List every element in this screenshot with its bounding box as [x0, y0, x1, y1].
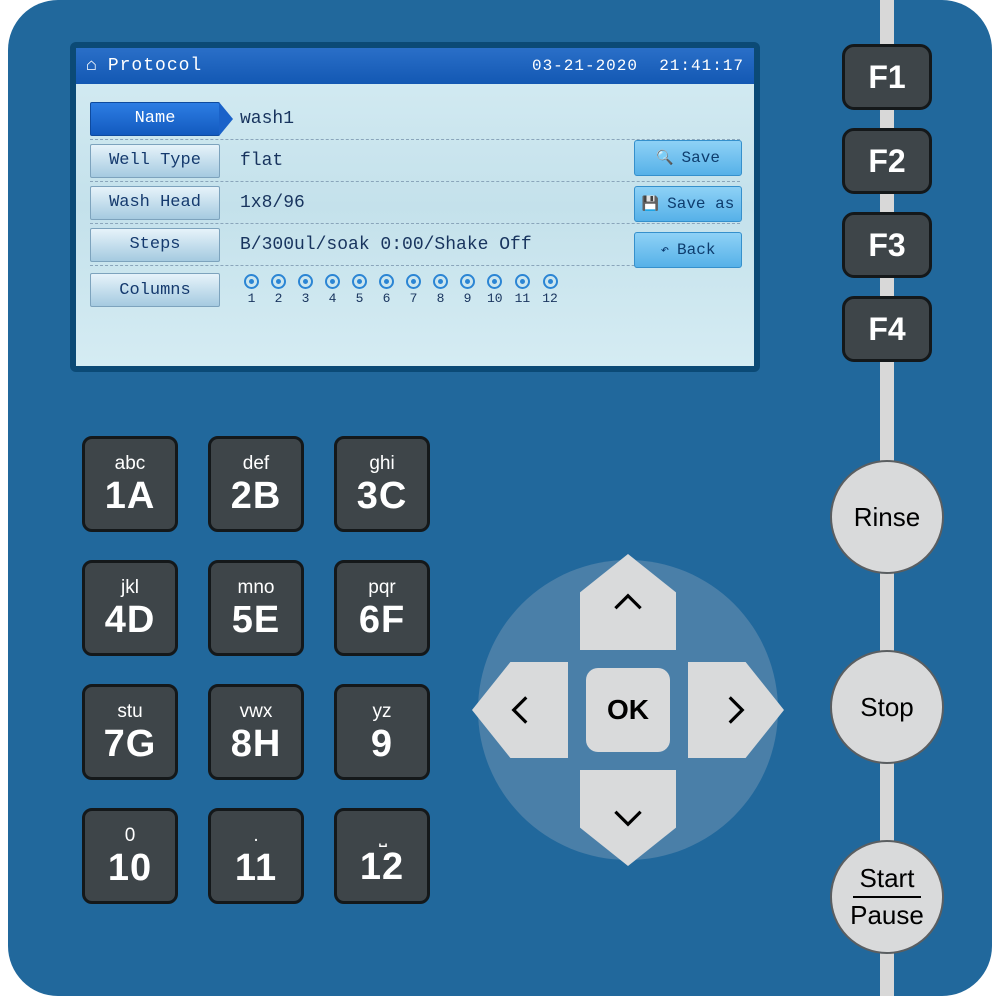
- value-wash-head: 1x8/96: [240, 193, 305, 213]
- screen-body: Name wash1 Well Type flat Wash Head 1x8/…: [76, 84, 754, 366]
- dpad-left[interactable]: [472, 662, 568, 758]
- label-well-type[interactable]: Well Type: [90, 144, 220, 178]
- back-icon: ↶: [661, 242, 669, 259]
- f1-key[interactable]: F1: [842, 44, 932, 110]
- divider-line: [853, 896, 921, 898]
- key-4d[interactable]: jkl4D: [82, 560, 178, 656]
- home-icon: ⌂: [86, 56, 98, 76]
- value-well-type: flat: [240, 151, 283, 171]
- save-as-button[interactable]: 💾 Save as: [634, 186, 742, 222]
- stop-button[interactable]: Stop: [830, 650, 944, 764]
- search-save-icon: 🔍: [656, 150, 673, 167]
- f3-key[interactable]: F3: [842, 212, 932, 278]
- column-12[interactable]: 12: [542, 274, 558, 306]
- dpad-up[interactable]: [580, 554, 676, 650]
- rinse-button[interactable]: Rinse: [830, 460, 944, 574]
- screen-title: Protocol: [108, 56, 202, 76]
- row-name: Name wash1: [90, 98, 740, 140]
- value-steps: B/300ul/soak 0:00/Shake Off: [240, 235, 532, 255]
- start-pause-button[interactable]: Start Pause: [830, 840, 944, 954]
- disk-icon: 💾: [642, 196, 659, 213]
- row-columns: Columns 1 2 3 4 5 6 7 8 9 10 11 12: [90, 266, 740, 314]
- column-3[interactable]: 3: [298, 274, 313, 306]
- screen-datetime: 03-21-2020 21:41:17: [532, 57, 744, 75]
- column-4[interactable]: 4: [325, 274, 340, 306]
- dpad: OK: [478, 560, 778, 860]
- space-icon: ⎵: [379, 826, 385, 846]
- label-name[interactable]: Name: [90, 102, 220, 136]
- key-6f[interactable]: pqr6F: [334, 560, 430, 656]
- lcd-side-buttons: 🔍 Save 💾 Save as ↶ Back: [634, 140, 742, 268]
- numeric-keypad: abc1A def2B ghi3C jkl4D mno5E pqr6F stu7…: [82, 436, 430, 904]
- label-columns[interactable]: Columns: [90, 273, 220, 307]
- device-panel: ⌂ Protocol 03-21-2020 21:41:17 Name wash…: [8, 0, 992, 996]
- column-5[interactable]: 5: [352, 274, 367, 306]
- key-3c[interactable]: ghi3C: [334, 436, 430, 532]
- key-11[interactable]: .11: [208, 808, 304, 904]
- column-2[interactable]: 2: [271, 274, 286, 306]
- f4-key[interactable]: F4: [842, 296, 932, 362]
- key-5e[interactable]: mno5E: [208, 560, 304, 656]
- column-6[interactable]: 6: [379, 274, 394, 306]
- label-wash-head[interactable]: Wash Head: [90, 186, 220, 220]
- key-12[interactable]: ⎵12: [334, 808, 430, 904]
- save-button[interactable]: 🔍 Save: [634, 140, 742, 176]
- lcd-screen: ⌂ Protocol 03-21-2020 21:41:17 Name wash…: [70, 42, 760, 372]
- key-10[interactable]: 010: [82, 808, 178, 904]
- key-1a[interactable]: abc1A: [82, 436, 178, 532]
- column-1[interactable]: 1: [244, 274, 259, 306]
- column-11[interactable]: 11: [515, 274, 531, 306]
- column-9[interactable]: 9: [460, 274, 475, 306]
- f2-key[interactable]: F2: [842, 128, 932, 194]
- dpad-right[interactable]: [688, 662, 784, 758]
- key-7g[interactable]: stu7G: [82, 684, 178, 780]
- back-button[interactable]: ↶ Back: [634, 232, 742, 268]
- value-name: wash1: [240, 109, 294, 129]
- key-2b[interactable]: def2B: [208, 436, 304, 532]
- column-8[interactable]: 8: [433, 274, 448, 306]
- columns-dots: 1 2 3 4 5 6 7 8 9 10 11 12: [244, 274, 558, 306]
- key-8h[interactable]: vwx8H: [208, 684, 304, 780]
- key-9[interactable]: yz9: [334, 684, 430, 780]
- dpad-ok[interactable]: OK: [586, 668, 670, 752]
- screen-header: ⌂ Protocol 03-21-2020 21:41:17: [76, 48, 754, 84]
- column-7[interactable]: 7: [406, 274, 421, 306]
- dpad-down[interactable]: [580, 770, 676, 866]
- column-10[interactable]: 10: [487, 274, 503, 306]
- label-steps[interactable]: Steps: [90, 228, 220, 262]
